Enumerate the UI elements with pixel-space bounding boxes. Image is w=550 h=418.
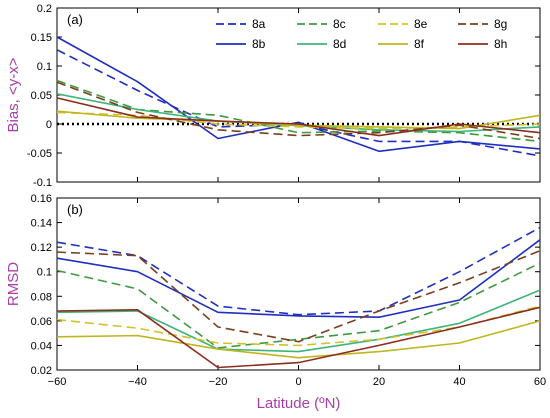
series-line-8e (56, 111, 541, 130)
x-tick-label: −20 (209, 376, 228, 388)
y-tick-label: 0.05 (31, 90, 52, 102)
series-line-8a (56, 226, 541, 316)
x-tick-label: 60 (534, 376, 546, 388)
x-tick-label: 20 (373, 376, 385, 388)
y-tick-label: 0.15 (31, 32, 52, 44)
y-tick-label: 0.1 (37, 61, 52, 73)
series-line-8e (56, 305, 541, 347)
y-tick-label: 0.2 (37, 3, 52, 15)
legend-entry-8d: 8d (333, 37, 346, 51)
series-line-8f (56, 110, 541, 130)
legend-entry-8b: 8b (252, 37, 266, 51)
panel-bias: -0.1 -0.05 0 0.05 0.1 0.15 0.2 (a) Bias, <y-x> (5, 3, 541, 189)
y-tick-label: 0.16 (31, 193, 52, 205)
series-line-8a (56, 49, 541, 157)
series-line-8f (56, 320, 541, 359)
y-tick-label: 0.06 (31, 316, 52, 328)
panel-label: (a) (67, 12, 83, 27)
legend-entry-8f: 8f (414, 37, 425, 51)
legend-entry-8e: 8e (414, 17, 428, 31)
series-line-8h (56, 97, 541, 137)
legend-entry-8g: 8g (494, 17, 507, 31)
y-axis-label: RMSD (5, 262, 22, 306)
y-tick-label: 0.12 (31, 242, 52, 254)
legend-entry-8h: 8h (494, 37, 507, 51)
plot-frame (56, 7, 541, 183)
y-tick-label: 0.14 (31, 218, 52, 230)
plot-frame (56, 197, 541, 371)
legend: 8a 8b 8c 8d 8e 8f 8g 8h (216, 17, 507, 51)
x-tick-label: 40 (453, 376, 465, 388)
legend-entry-8a: 8a (252, 17, 266, 31)
y-tick-label: -0.05 (27, 148, 52, 160)
x-tick-label: −40 (128, 376, 147, 388)
panel-label: (b) (67, 202, 83, 217)
y-tick-label: 0.08 (31, 291, 52, 303)
legend-entry-8c: 8c (333, 17, 346, 31)
series-line-8c (56, 79, 541, 143)
series-line-8b (56, 239, 541, 319)
y-tick-label: 0 (46, 119, 52, 131)
y-tick-label: 0.04 (31, 340, 52, 352)
y-tick-label: 0.02 (31, 365, 52, 377)
series-line-8g (56, 81, 541, 140)
series-line-8b (56, 36, 541, 153)
x-tick-label: −60 (48, 376, 67, 388)
series-line-8d (56, 289, 541, 353)
series-line-8g (56, 250, 541, 343)
panel-rmsd: −60 −40 −20 0 20 40 60 0.02 0.04 0.06 0.08 0.1 0.12 0… (5, 193, 546, 412)
series-line-8h (56, 306, 541, 369)
y-tick-label: -0.1 (33, 177, 52, 189)
x-axis-label: Latitude (ºN) (257, 395, 341, 412)
x-tick-label: 0 (295, 376, 301, 388)
y-tick-label: 0.1 (37, 267, 52, 279)
y-axis-label: Bias, <y-x> (5, 57, 22, 132)
